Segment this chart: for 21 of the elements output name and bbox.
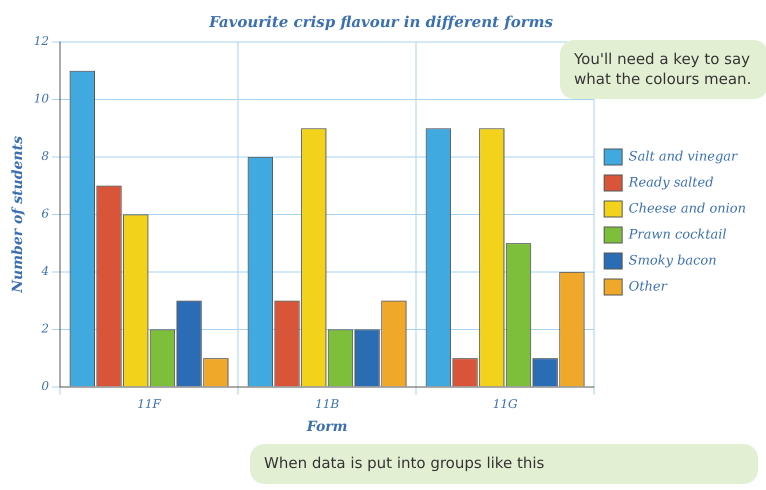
y-tick-label: 2 [40, 321, 50, 336]
y-tick-label: 10 [34, 92, 50, 106]
x-axis-title: Form [306, 419, 348, 436]
y-tick-label: 6 [41, 206, 50, 221]
y-tick-label: 8 [41, 149, 50, 164]
y-tick-label: 12 [34, 34, 50, 48]
legend-label: Salt and vinegar [628, 149, 738, 164]
x-tick-label: 11F [137, 397, 162, 412]
legend-label: Other [628, 279, 668, 294]
x-tick-label: 11B [315, 397, 340, 412]
legend-label: Cheese and onion [628, 201, 746, 216]
legend-label: Ready salted [628, 175, 714, 190]
y-tick-label: 0 [41, 378, 50, 393]
legend-label: Prawn cocktail [628, 227, 727, 242]
y-tick-label: 4 [40, 264, 50, 278]
y-axis-title: Number of students [10, 136, 26, 294]
annotation: You'll need a key to say what the colours mean. [560, 40, 766, 99]
text: When data is put into groups like this [250, 444, 758, 484]
legend-label: Smoky bacon [628, 253, 717, 268]
x-tick-label: 11G [492, 397, 518, 412]
chart-title: Favourite crisp flavour in different forms [208, 12, 554, 31]
